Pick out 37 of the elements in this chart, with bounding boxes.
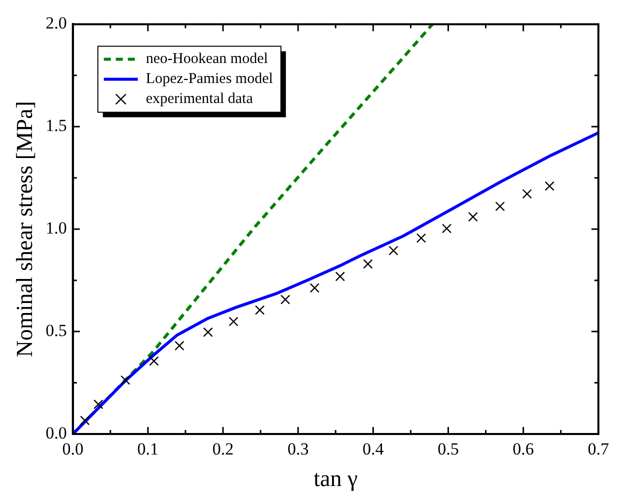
x-tick-label: 0.3 xyxy=(287,440,309,459)
x-tick-label: 0.7 xyxy=(588,440,610,459)
point xyxy=(363,259,373,269)
point xyxy=(94,399,104,410)
legend-label: neo-Hookean model xyxy=(146,51,268,68)
x-tick-label: 0.2 xyxy=(212,440,234,459)
point xyxy=(468,212,478,222)
y-axis-title: Nominal shear stress [MPa] xyxy=(12,101,37,358)
x-axis-title: tan γ xyxy=(314,466,358,492)
point xyxy=(254,305,265,315)
y-tick-label: 1.5 xyxy=(46,116,67,136)
y-tick-label: 0.0 xyxy=(46,423,67,442)
point xyxy=(442,224,452,234)
x-tick-label: 0.0 xyxy=(62,440,84,459)
y-tick-label: 1.0 xyxy=(46,218,67,238)
point xyxy=(522,189,532,199)
point xyxy=(174,340,184,351)
point xyxy=(203,327,213,338)
point xyxy=(495,202,505,212)
legend-label: experimental data xyxy=(146,91,254,108)
point xyxy=(228,316,238,326)
x-tick-label: 0.5 xyxy=(438,440,459,459)
point xyxy=(416,233,426,243)
point xyxy=(120,375,130,385)
x-tick-label: 0.1 xyxy=(137,440,159,459)
x-tick-label: 0.6 xyxy=(512,440,534,459)
point xyxy=(388,246,398,256)
point xyxy=(80,416,90,426)
y-tick-label: 0.5 xyxy=(46,321,67,340)
point xyxy=(544,181,554,191)
point xyxy=(310,283,320,293)
y-tick-label: 2.0 xyxy=(46,14,67,33)
x-tick-label: 0.4 xyxy=(362,440,384,459)
point xyxy=(149,356,159,366)
point xyxy=(335,272,345,282)
legend-label: Lopez-Pamies model xyxy=(146,71,273,88)
point xyxy=(280,294,290,304)
